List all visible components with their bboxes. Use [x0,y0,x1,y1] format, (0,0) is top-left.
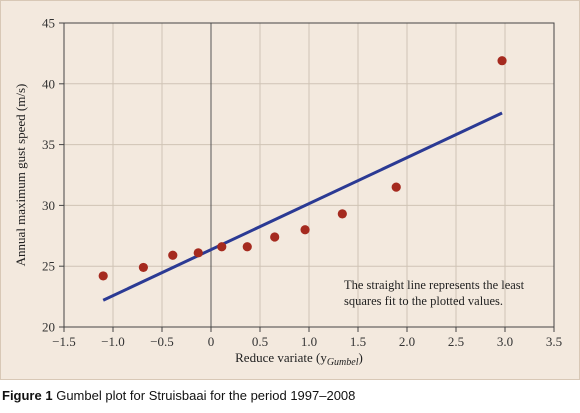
figure-caption: Figure 1 Gumbel plot for Struisbaai for … [2,388,355,403]
annotation-line-2: squares fit to the plotted values. [344,294,503,308]
x-tick-label: 3.0 [497,334,513,349]
data-point [168,250,178,260]
y-tick-label: 40 [42,76,55,91]
grid [64,23,554,327]
data-point [242,242,252,252]
x-axis-label-end: ) [359,350,363,365]
y-tick-label: 25 [42,259,55,274]
least-squares-fit-line [102,111,503,302]
figure-panel: −1.5 −1.0 −0.5 0 0.5 1.0 1.5 2.0 2.5 3.0 3.5 20 25 30… [0,0,580,380]
gumbel-chart: −1.5 −1.0 −0.5 0 0.5 1.0 1.5 2.0 2.5 3.0 3.5 20 25 30… [13,16,562,369]
x-axis-label-subscript: Gumbel [327,357,359,368]
y-tick-label: 30 [42,198,55,213]
figure-caption-text: Gumbel plot for Struisbaai for the perio… [56,388,356,403]
y-axis-label: Annual maximum gust speed (m/s) [13,84,28,267]
data-point [98,271,108,281]
data-point [337,209,347,219]
y-tick-label: 20 [42,320,55,335]
figure-caption-label: Figure 1 [2,388,53,403]
data-points [98,56,507,281]
axis-ticks: −1.5 −1.0 −0.5 0 0.5 1.0 1.5 2.0 2.5 3.0 3.5 20 25 30… [42,16,562,350]
annotation-line-1: The straight line represents the least [344,278,525,292]
x-tick-label: 0.5 [252,334,268,349]
x-tick-label: −1.5 [52,334,76,349]
x-tick-label: 2.5 [448,334,464,349]
x-tick-label: 2.0 [399,334,415,349]
x-tick-label: 3.5 [546,334,562,349]
x-tick-label: 0 [208,334,215,349]
x-axis-label-main: Reduce variate (y [235,350,327,365]
data-point [497,56,507,66]
x-tick-label: −0.5 [150,334,174,349]
data-point [138,262,148,273]
x-axis-label: Reduce variate (yGumbel) [235,350,363,368]
data-point [270,232,280,242]
x-tick-label: −1.0 [101,334,125,349]
data-point [391,182,401,192]
fit-line-layer [102,111,503,302]
data-point [217,242,227,252]
x-tick-label: 1.5 [350,334,366,349]
x-tick-label: 1.0 [301,334,317,349]
data-point [300,225,310,235]
data-point [193,248,203,258]
y-tick-label: 35 [42,137,55,152]
y-tick-label: 45 [42,16,55,31]
